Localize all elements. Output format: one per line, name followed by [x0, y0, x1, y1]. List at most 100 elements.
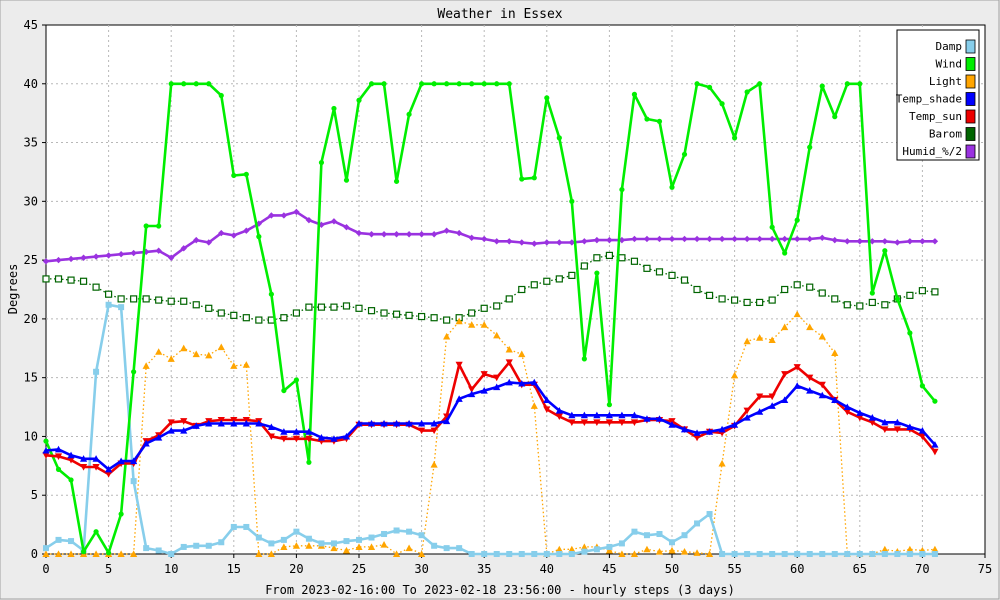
x-tick-label: 35: [477, 562, 491, 576]
data-point-temp-shade: [655, 415, 664, 422]
data-point-humid-2: [280, 212, 288, 219]
data-point-wind: [456, 81, 462, 87]
data-point-light: [443, 332, 451, 340]
data-point-barom: [818, 289, 826, 297]
data-point-wind: [544, 95, 550, 101]
data-point-light: [680, 548, 689, 555]
data-point-damp: [844, 551, 851, 557]
data-point-humid-2: [493, 238, 500, 245]
data-point-temp-shade: [42, 446, 50, 454]
data-point-wind: [694, 81, 700, 87]
data-point-barom: [117, 295, 125, 303]
x-tick-label: 55: [727, 562, 741, 576]
data-point-barom: [42, 275, 50, 283]
series-wind: [43, 81, 938, 556]
data-point-wind: [531, 175, 537, 181]
data-point-damp: [43, 545, 49, 552]
data-point-barom: [718, 295, 726, 303]
data-point-light: [92, 550, 100, 557]
data-point-temp-shade: [79, 455, 88, 462]
data-point-humid-2: [819, 234, 826, 241]
data-point-light: [705, 550, 714, 557]
data-point-light: [167, 355, 175, 362]
data-point-wind: [218, 92, 224, 99]
data-point-temp-sun: [931, 448, 939, 456]
data-point-humid-2: [343, 223, 350, 231]
data-point-temp-shade: [305, 428, 313, 435]
data-point-barom: [518, 285, 526, 294]
data-point-temp-shade: [793, 382, 801, 389]
data-point-temp-sun: [280, 435, 288, 443]
data-point-temp-sun: [92, 464, 100, 471]
data-point-temp-shade: [818, 391, 826, 399]
data-point-temp-shade: [680, 425, 689, 433]
data-point-damp: [681, 532, 688, 539]
data-point-barom: [317, 303, 326, 311]
data-point-barom: [67, 276, 75, 284]
data-point-barom: [405, 311, 413, 319]
data-point-barom: [680, 276, 689, 284]
data-point-light: [330, 544, 338, 552]
data-point-humid-2: [92, 253, 100, 260]
x-tick-label: 45: [602, 562, 616, 576]
data-point-light: [568, 545, 576, 553]
data-point-temp-sun: [292, 435, 300, 443]
data-point-temp-shade: [455, 395, 463, 402]
data-point-temp-sun: [455, 361, 463, 369]
data-point-humid-2: [794, 235, 801, 243]
data-point-barom: [743, 298, 751, 307]
data-point-damp: [656, 531, 663, 538]
data-point-light: [580, 543, 588, 550]
x-tick-label: 40: [540, 562, 554, 576]
data-point-barom: [92, 283, 100, 291]
data-point-temp-sun: [806, 374, 814, 382]
data-point-temp-shade: [918, 426, 926, 434]
data-point-wind: [143, 223, 149, 229]
data-point-light: [718, 459, 726, 467]
data-point-damp: [506, 551, 513, 557]
y-tick-label: 45: [24, 18, 38, 32]
data-point-light: [693, 549, 701, 556]
data-point-temp-shade: [205, 419, 213, 427]
data-point-humid-2: [168, 254, 175, 261]
legend-swatch: [965, 109, 976, 124]
data-point-temp-shade: [430, 419, 438, 427]
data-point-wind: [106, 550, 112, 556]
data-point-barom: [130, 295, 138, 303]
data-point-damp: [193, 542, 200, 549]
data-point-temp-shade: [267, 423, 275, 431]
data-point-light: [242, 361, 250, 368]
data-point-wind: [431, 81, 437, 87]
data-point-temp-sun: [781, 371, 789, 378]
data-point-temp-shade: [105, 465, 113, 473]
data-point-temp-shade: [155, 434, 163, 441]
data-point-wind: [93, 529, 99, 535]
data-point-temp-shade: [280, 428, 288, 435]
data-point-light: [480, 321, 488, 328]
data-point-humid-2: [42, 258, 50, 265]
data-point-temp-shade: [856, 409, 864, 416]
data-point-barom: [255, 316, 263, 324]
data-point-barom: [392, 310, 401, 318]
data-point-damp: [218, 539, 225, 546]
data-point-barom: [843, 301, 851, 309]
data-point-light: [418, 550, 426, 557]
data-point-temp-shade: [618, 411, 626, 419]
data-point-temp-shade: [443, 417, 451, 425]
data-point-damp: [756, 551, 763, 557]
data-point-light: [342, 546, 351, 554]
data-point-temp-shade: [768, 402, 776, 409]
data-point-temp-sun: [543, 406, 551, 414]
data-point-damp: [393, 527, 400, 534]
data-point-humid-2: [330, 218, 338, 225]
data-point-barom: [342, 302, 351, 310]
data-point-wind: [243, 171, 249, 177]
data-point-wind: [293, 377, 299, 383]
legend-label: Light: [929, 75, 962, 88]
data-point-temp-shade: [743, 414, 751, 421]
data-point-damp: [631, 528, 638, 535]
data-point-temp-shade: [806, 386, 814, 394]
data-point-temp-shade: [142, 439, 150, 447]
data-point-damp: [781, 551, 788, 557]
data-point-temp-shade: [543, 396, 551, 404]
